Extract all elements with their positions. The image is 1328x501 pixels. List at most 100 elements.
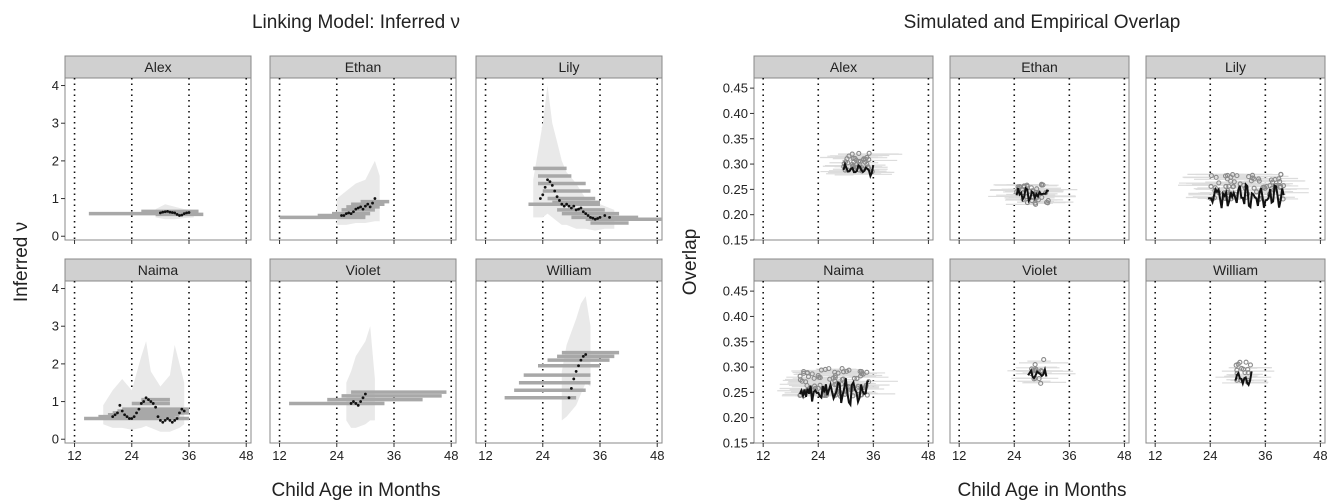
left-panel-alex: Alex 0 1 2 3 4 [52, 55, 252, 244]
left-ethan-data-point [371, 201, 374, 205]
right-panel-naima: Naima 12 24 36 48 0.15 0.20 0.25 0.30 0.35 0.40 0.4… [723, 258, 936, 463]
left-naima-data-point [142, 400, 146, 403]
left-alex-data-point [173, 211, 177, 215]
right-lily-simulated-line [1207, 182, 1285, 210]
right-naima-empirical-point [832, 378, 838, 384]
right-ethan-simulated-line [1015, 186, 1049, 204]
left-ethan-strip-label: Ethan [345, 59, 382, 75]
left-naima-x-tick-label: 24 [125, 448, 139, 463]
left-william-x-tick-label: 12 [478, 448, 492, 463]
right-alex-strip-label: Alex [830, 59, 857, 75]
left-lily-data-point [558, 199, 561, 202]
right-naima-empirical-point [809, 371, 815, 377]
right-violet-panel-frame [949, 280, 1130, 444]
right-alex-y-tick-label: 0.45 [723, 81, 748, 96]
left-naima-data-point [161, 420, 165, 424]
left-panel-william: William 12 24 36 48 [475, 258, 664, 463]
right-naima-y-tick-label: 0.40 [723, 309, 748, 324]
right-panel-ethan: Ethan [949, 55, 1130, 244]
right-chart-y-axis-label: Overlap [680, 229, 701, 296]
right-naima-empirical-point [846, 367, 852, 373]
left-naima-y-tick-label: 1 [52, 394, 59, 409]
right-william-panel-frame [1145, 280, 1326, 444]
right-alex-y-tick-label: 0.15 [723, 233, 748, 248]
right-naima-empirical-point [818, 367, 824, 373]
left-alex-strip-label: Alex [144, 59, 171, 75]
right-naima-y-tick-label: 0.45 [723, 284, 748, 299]
left-alex-data-point [163, 210, 167, 214]
left-lily-data-point [546, 178, 549, 182]
right-william-x-tick-label: 12 [1148, 448, 1162, 463]
left-naima-data-point [173, 418, 177, 422]
left-william-data-point [567, 396, 571, 400]
right-william-empirical-point [1234, 367, 1240, 373]
right-chart-x-axis-label: Child Age in Months [958, 480, 1127, 501]
right-violet-strip-label: Violet [1022, 262, 1057, 278]
right-violet-empirical-point [1041, 357, 1047, 363]
left-naima-data-point [175, 417, 179, 420]
left-ethan-data-point [368, 205, 372, 209]
left-alex-data-point [170, 211, 174, 214]
left-lily-data-point [560, 202, 564, 206]
left-william-x-tick-label: 24 [536, 448, 550, 463]
left-naima-y-tick-label: 0 [52, 432, 59, 447]
left-chart-y-axis-label: Inferred ν [11, 222, 32, 302]
right-violet-x-tick-label: 48 [1117, 448, 1131, 463]
left-lily-data-point [567, 204, 571, 208]
right-ethan-empirical-point [1039, 182, 1045, 188]
left-lily-data-point [538, 197, 542, 200]
right-ethan-panel-frame [949, 77, 1130, 241]
left-violet-data-point [359, 400, 363, 403]
left-alex-data-point [187, 211, 191, 214]
left-naima-data-point [147, 398, 150, 402]
left-panel-lily: Lily [475, 55, 663, 244]
left-naima-data-point [111, 415, 115, 419]
left-lily-strip-label: Lily [558, 59, 579, 75]
left-lily-data-point [577, 207, 580, 211]
right-ethan-empirical-point [1045, 197, 1051, 204]
left-alex-y-tick-label: 0 [52, 229, 59, 244]
left-naima-data-point [125, 415, 129, 419]
right-panel-violet: Violet 12 24 36 48 [949, 258, 1132, 463]
left-lily-data-point [562, 204, 566, 208]
left-naima-data-point [130, 417, 134, 420]
right-naima-x-tick-label: 36 [866, 448, 880, 463]
left-william-data-point [581, 354, 585, 358]
left-alex-y-tick-label: 3 [52, 116, 59, 131]
right-chart: Simulated and Empirical Overlap Overlap … [680, 12, 1328, 501]
right-naima-empirical-point [826, 366, 832, 372]
left-naima-y-tick-label: 4 [52, 281, 59, 296]
left-william-data-point [579, 358, 583, 362]
right-alex-empirical-point [844, 156, 850, 162]
left-alex-data-point [166, 209, 169, 213]
left-william-data-point [584, 353, 588, 356]
right-william-empirical-point [1245, 370, 1251, 376]
left-lily-data-point [572, 204, 576, 208]
right-naima-y-tick-label: 0.20 [723, 410, 748, 425]
left-naima-strip-label: Naima [138, 262, 179, 278]
left-chart: Linking Model: Inferred ν Inferred ν Chi… [11, 12, 664, 501]
left-ethan-data-point [366, 202, 370, 206]
left-lily-data-point [608, 215, 611, 219]
right-lily-empirical-point [1267, 183, 1273, 189]
right-ethan-empirical-point [1032, 200, 1038, 206]
left-violet-data-point [349, 402, 353, 405]
left-violet-x-tick-label: 12 [272, 448, 286, 463]
right-naima-simulated-line [798, 378, 870, 408]
left-lily-data-point [555, 195, 559, 199]
right-naima-strip-label: Naima [823, 262, 864, 278]
left-violet-data-point [356, 403, 360, 407]
left-panel-ethan: Ethan [269, 55, 457, 244]
right-lily-empirical-point [1228, 178, 1234, 184]
right-naima-empirical-point [854, 375, 860, 382]
right-ethan-strip-label: Ethan [1021, 59, 1058, 75]
right-lily-empirical-point [1226, 183, 1232, 189]
left-naima-data-point [137, 407, 141, 411]
right-lily-empirical-point [1256, 178, 1262, 184]
left-ethan-data-point [349, 212, 353, 216]
left-violet-data-point [354, 402, 358, 405]
right-lily-empirical-point [1253, 189, 1260, 195]
right-violet-simulated-line [1027, 365, 1048, 380]
right-naima-empirical-point [801, 370, 807, 376]
left-ethan-data-point [373, 197, 377, 200]
